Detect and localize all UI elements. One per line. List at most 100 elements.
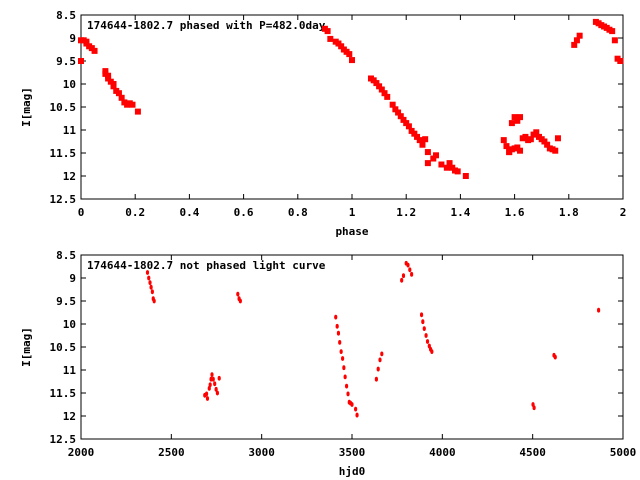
data-point	[554, 135, 561, 142]
tick-group: 2000 2500 3000 3500 4000 4500 5000 8.5 9 9.5 10 10.…	[50, 249, 637, 459]
y-tick-label: 11	[63, 364, 77, 377]
y-tick-label: 10.5	[50, 101, 77, 114]
y-tick-label: 9	[69, 32, 76, 45]
x-tick-label: 5000	[610, 446, 637, 459]
data-point	[514, 117, 521, 124]
plot-frame	[80, 254, 624, 440]
data-point	[213, 381, 217, 387]
data-point	[344, 383, 349, 389]
data-point	[152, 298, 156, 304]
data-point	[544, 141, 551, 148]
data-point	[349, 57, 355, 64]
data-point	[573, 37, 580, 44]
data-point	[334, 314, 338, 320]
x-tick-label: 0.2	[125, 206, 145, 219]
data-point	[527, 136, 534, 143]
y-tick-label: 11	[63, 124, 77, 137]
data-point	[421, 319, 425, 325]
x-tick-label: 0.8	[288, 206, 308, 219]
data-point	[419, 312, 424, 318]
data-point	[342, 365, 346, 371]
data-point	[338, 43, 345, 50]
data-point	[150, 289, 154, 295]
x-tick-label: 0.4	[179, 206, 199, 219]
data-point	[395, 109, 402, 116]
data-point	[210, 372, 214, 377]
data-point	[207, 386, 211, 391]
data-point	[425, 339, 430, 344]
data-point	[424, 149, 431, 156]
data-point	[373, 80, 380, 87]
data-point	[376, 366, 380, 372]
data-point	[346, 391, 350, 397]
plot-frame	[80, 14, 624, 200]
x-tick-label: 1.6	[505, 206, 525, 219]
data-point	[443, 164, 450, 171]
data-point	[374, 376, 378, 382]
data-point	[208, 382, 212, 388]
tick-group: 0 0.2 0.4 0.6 0.8 1 1.2 1.4 1.6 1.8 2 8.5 9 9.5 10 10.5…	[50, 9, 627, 219]
unphased-light-curve-panel: 174644-1802.7 not phased light curve hjd…	[20, 249, 636, 478]
data-point	[422, 136, 429, 143]
data-point	[403, 120, 410, 127]
x-axis-label: phase	[335, 225, 368, 238]
data-point	[611, 37, 618, 44]
data-point	[238, 298, 242, 304]
y-tick-label: 9.5	[56, 55, 76, 68]
data-point	[422, 326, 426, 331]
x-tick-label: 4000	[429, 446, 456, 459]
data-point	[378, 357, 382, 363]
data-point	[217, 375, 221, 381]
data-point	[609, 28, 616, 35]
data-point	[129, 101, 136, 108]
data-point	[400, 116, 407, 123]
data-point	[115, 90, 122, 97]
data-point	[400, 277, 404, 283]
x-tick-label: 0	[78, 206, 85, 219]
data-point	[148, 280, 152, 285]
data-point	[553, 354, 557, 360]
data-point	[508, 120, 515, 127]
data-point	[454, 168, 461, 175]
data-point	[341, 356, 345, 361]
y-tick-label: 10	[63, 78, 76, 91]
data-point	[118, 94, 125, 101]
y-tick-label: 9.5	[56, 295, 76, 308]
data-point	[430, 155, 437, 162]
x-tick-label: 1.8	[559, 206, 579, 219]
y-tick-label: 12	[63, 170, 76, 183]
data-point	[205, 396, 210, 401]
data-point	[327, 35, 334, 42]
data-point	[424, 333, 428, 338]
x-tick-label: 1	[349, 206, 356, 219]
data-point	[416, 137, 423, 144]
data-point	[503, 143, 510, 150]
y-tick-label: 11.5	[50, 147, 77, 160]
data-point	[433, 152, 440, 159]
data-point	[576, 32, 583, 39]
data-point	[336, 330, 341, 336]
data-point	[215, 390, 220, 396]
data-point	[446, 160, 453, 167]
x-tick-label: 1.2	[396, 206, 416, 219]
x-tick-label: 4500	[519, 446, 546, 459]
data-point	[236, 291, 240, 297]
data-point	[204, 391, 209, 397]
y-tick-label: 10.5	[50, 341, 77, 354]
data-point	[105, 75, 112, 82]
data-point	[355, 412, 359, 418]
data-point	[378, 86, 385, 93]
chart-title: 174644-1802.7 phased with P=482.0day	[87, 19, 326, 32]
data-point	[134, 108, 141, 115]
y-tick-label: 8.5	[56, 9, 76, 22]
data-point	[149, 284, 153, 290]
y-tick-label: 10	[63, 318, 76, 331]
data-point	[392, 106, 399, 113]
x-axis-label: hjd0	[339, 465, 366, 478]
data-point	[214, 386, 218, 392]
y-tick-label: 12.5	[50, 433, 77, 446]
data-point	[145, 270, 150, 275]
data-point	[517, 147, 524, 154]
data-point	[338, 340, 342, 345]
data-point	[384, 93, 391, 100]
